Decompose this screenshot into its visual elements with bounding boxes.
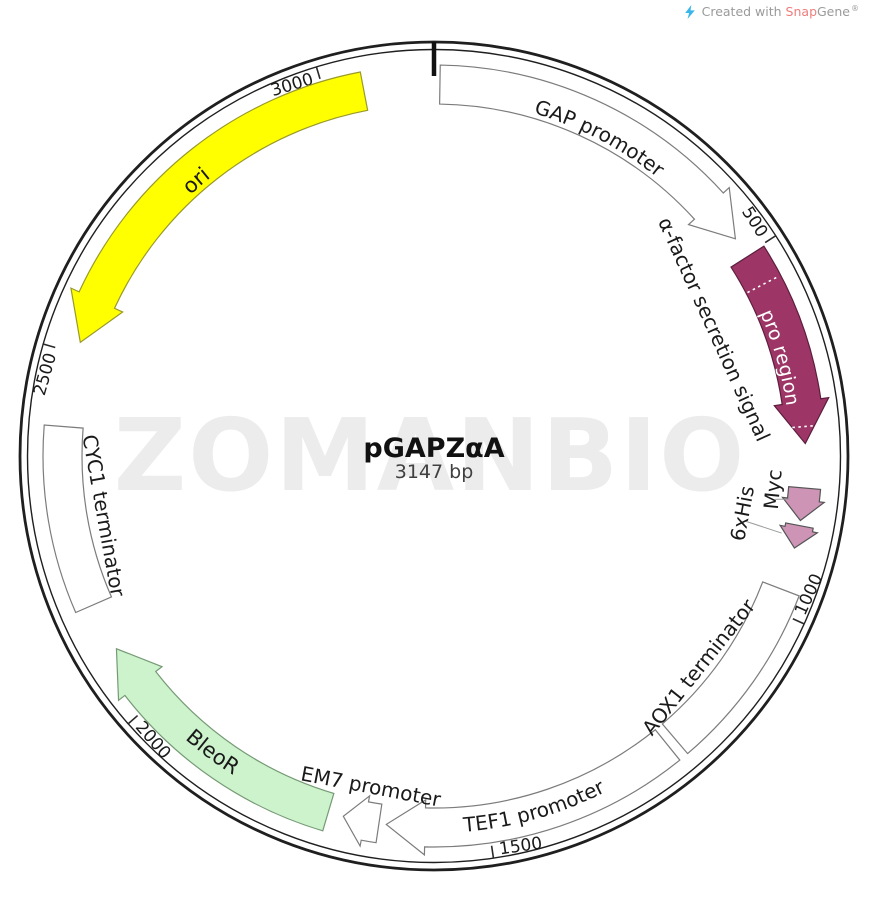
snapgene-flame-icon: [684, 5, 695, 19]
tick-3000: [315, 66, 321, 80]
plasmid-size: 3147 bp: [395, 461, 474, 483]
label-leader-line-2: [745, 520, 782, 534]
credit-prefix: Created with: [701, 4, 786, 20]
feature-ori-arrow: [70, 71, 369, 344]
tick-2000: [127, 714, 139, 725]
credit-text: Created with SnapGene®: [702, 4, 859, 19]
snapgene-flame-path: [684, 5, 695, 19]
credit-reg-mark: ®: [851, 4, 859, 14]
feature-tef1-promoter-arrow: [385, 728, 681, 857]
feature-alpha-factor-arrow: [730, 245, 830, 445]
snapgene-credit: Created with SnapGene®: [683, 4, 859, 20]
plasmid-name: pGAPZαA: [363, 433, 504, 464]
feature-bleor-arrow: [115, 647, 335, 832]
feature-aox1-terminator-arrow: [661, 581, 800, 755]
segment-separator-1: [747, 275, 780, 294]
segment-separator-2: [786, 424, 823, 429]
credit-brand-snap: Snap: [785, 4, 817, 20]
tick-2500: [42, 343, 56, 349]
tick-1500: [490, 845, 495, 859]
feature-6xhis-tag-arrow: [778, 522, 819, 549]
credit-brand-gene: Gene: [817, 4, 850, 20]
feature-gap-promoter-arrow: [439, 64, 737, 240]
feature-label-myc-tag: Myc: [759, 468, 787, 510]
watermark-text: ZOMANBIO: [114, 397, 747, 514]
tick-1000: [792, 618, 805, 625]
tick-label-2500: 2500: [30, 351, 61, 398]
feature-cyc1-terminator-arrow: [42, 424, 113, 614]
feature-em7-promoter-arrow: [342, 794, 383, 848]
feature-myc-tag-arrow: [781, 486, 826, 522]
tick-500: [764, 234, 777, 244]
